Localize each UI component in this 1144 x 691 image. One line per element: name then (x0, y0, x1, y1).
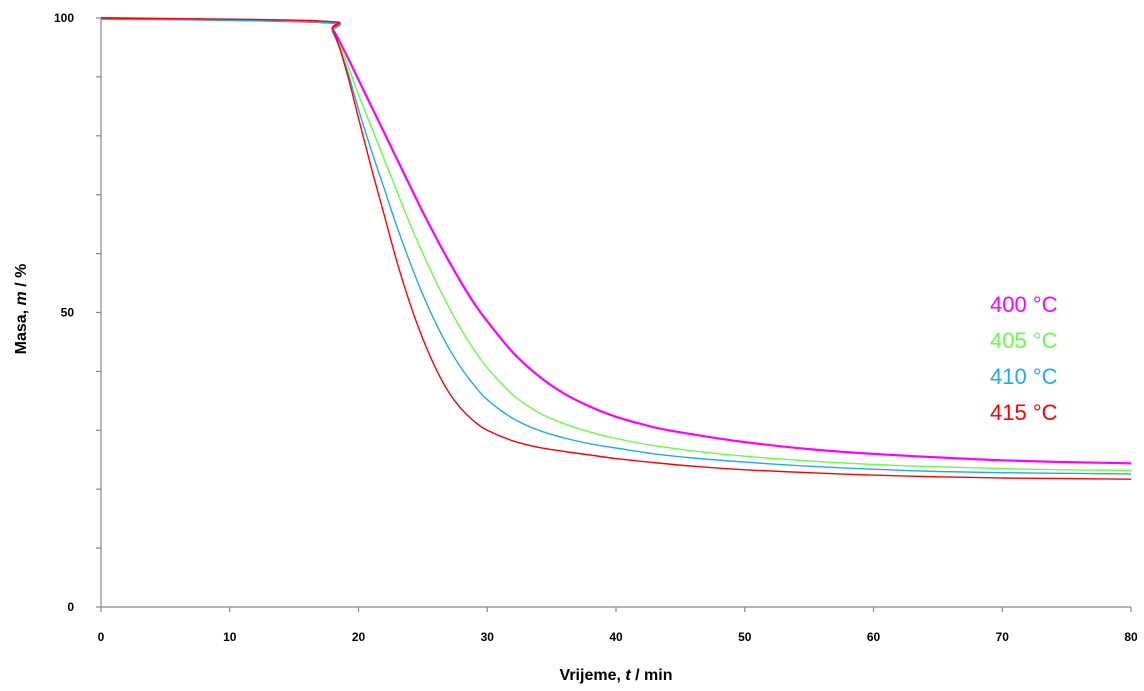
x-tick-label: 20 (352, 630, 366, 644)
x-tick-label: 0 (98, 630, 105, 644)
x-tick-label: 80 (1124, 630, 1138, 644)
y-axis-title-prefix: Masa, (13, 305, 30, 354)
series-line-415 (100, 17, 1132, 480)
legend-item-405: 405 °C (990, 328, 1058, 353)
series-line-410 (100, 18, 1132, 475)
y-axis-title-unit: / % (13, 264, 30, 292)
series-lines (100, 16, 1132, 480)
x-axis-title-prefix: Vrijeme, (560, 667, 626, 684)
x-tick-label: 40 (609, 630, 623, 644)
x-axis-title-variable: t (625, 667, 631, 684)
legend-item-410: 410 °C (990, 364, 1058, 389)
y-axis-title: Masa, m / % (13, 264, 30, 355)
legend-item-415: 415 °C (990, 400, 1058, 425)
x-tick-label: 10 (223, 630, 237, 644)
series-line-405 (100, 18, 1132, 472)
tick-labels: 0 10 20 30 40 50 60 70 80 0 50 100 (54, 11, 1138, 644)
x-axis-title-unit: / min (631, 667, 673, 684)
y-axis-title-variable: m (13, 291, 30, 305)
legend: 400 °C 405 °C 410 °C 415 °C (990, 292, 1058, 425)
legend-item-400: 400 °C (990, 292, 1058, 317)
x-tick-label: 70 (996, 630, 1010, 644)
y-tick-label: 100 (54, 11, 74, 25)
x-axis-title: Vrijeme, t / min (560, 667, 673, 684)
x-tick-label: 30 (481, 630, 495, 644)
y-tick-label: 0 (67, 600, 74, 614)
tick-marks (96, 17, 1132, 612)
x-tick-label: 50 (738, 630, 752, 644)
x-tick-label: 60 (867, 630, 881, 644)
series-line-400 (100, 16, 1132, 465)
y-tick-label: 50 (61, 306, 75, 320)
